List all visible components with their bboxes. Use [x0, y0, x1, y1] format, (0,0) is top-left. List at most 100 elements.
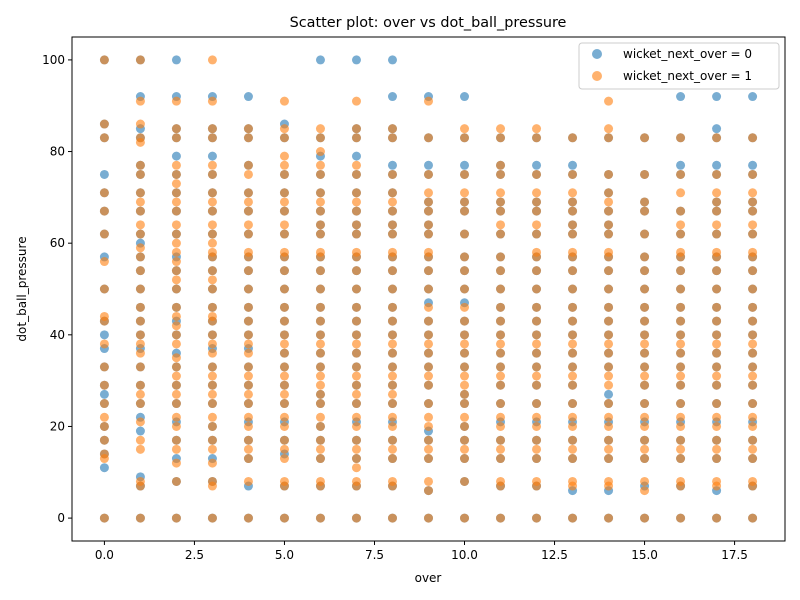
y-tick-label: 0 [57, 511, 65, 525]
data-point [315, 124, 325, 134]
data-point [171, 266, 181, 276]
data-point [532, 266, 542, 276]
data-point [171, 151, 181, 161]
data-point [424, 399, 433, 409]
data-point [351, 197, 361, 207]
data-point [387, 188, 397, 198]
data-point [135, 119, 145, 129]
data-point [279, 339, 289, 349]
data-point [424, 229, 433, 239]
data-point [387, 124, 397, 134]
data-point [243, 380, 253, 390]
data-point [604, 197, 614, 207]
data-point [424, 339, 433, 349]
data-point [135, 513, 145, 523]
data-point [207, 238, 217, 248]
data-point [424, 266, 433, 276]
data-point [424, 362, 433, 372]
data-point [207, 247, 217, 257]
data-point [424, 444, 433, 454]
data-point [351, 160, 361, 170]
data-point [99, 421, 109, 431]
data-point [135, 252, 145, 262]
data-point [604, 371, 614, 381]
data-point [532, 362, 542, 372]
data-point [315, 147, 325, 157]
legend-box [578, 42, 780, 90]
data-point [171, 55, 181, 65]
data-point [279, 197, 289, 207]
data-point [315, 229, 325, 239]
data-point [712, 444, 722, 454]
data-point [532, 316, 542, 326]
data-point [604, 513, 614, 523]
data-point [351, 220, 361, 230]
data-point [243, 476, 253, 486]
data-point [171, 330, 181, 340]
data-point [99, 412, 109, 422]
data-point [279, 330, 289, 340]
data-point [568, 316, 578, 326]
data-point [207, 169, 217, 179]
data-point [99, 284, 109, 294]
data-point [171, 399, 181, 409]
data-point [135, 476, 145, 486]
data-point [640, 133, 650, 143]
data-point [460, 169, 470, 179]
data-point [135, 302, 145, 312]
data-point [460, 380, 470, 390]
data-point [351, 302, 361, 312]
data-point [135, 96, 145, 106]
data-point [243, 362, 253, 372]
data-point [604, 247, 614, 257]
data-point [712, 348, 722, 358]
data-point [532, 399, 542, 409]
data-point [712, 220, 722, 230]
data-point [99, 463, 109, 473]
data-point [207, 330, 217, 340]
data-point [748, 169, 758, 179]
data-point [712, 169, 722, 179]
data-point [171, 188, 181, 198]
data-point [207, 275, 217, 285]
data-point [676, 188, 686, 198]
data-point [640, 421, 650, 431]
y-axis-label: dot_ball_pressure [15, 236, 29, 341]
data-point [351, 421, 361, 431]
data-point [460, 124, 470, 134]
data-point [279, 476, 289, 486]
data-point [568, 330, 578, 340]
data-point [207, 513, 217, 523]
data-point [640, 316, 650, 326]
data-point [243, 389, 253, 399]
data-point [640, 399, 650, 409]
data-point [243, 124, 253, 134]
data-point [460, 252, 470, 262]
data-point [676, 476, 686, 486]
data-point [351, 513, 361, 523]
data-point [424, 348, 433, 358]
data-point [424, 302, 433, 312]
data-point [604, 435, 614, 445]
data-point [207, 96, 217, 106]
data-point [315, 362, 325, 372]
data-point [207, 151, 217, 161]
data-point [171, 302, 181, 312]
data-point [207, 389, 217, 399]
data-point [712, 124, 722, 134]
data-point [604, 133, 614, 143]
x-axis: 0.0 2.5 5.0 7.5 10.0 12.5 15.0 17.5 [95, 541, 748, 562]
data-point [496, 160, 506, 170]
data-point [207, 458, 217, 468]
data-point [351, 348, 361, 358]
data-point [243, 412, 253, 422]
data-point [604, 330, 614, 340]
data-point [207, 302, 217, 312]
data-point [496, 220, 506, 230]
data-point [640, 454, 650, 464]
data-point [532, 421, 542, 431]
data-point [99, 513, 109, 523]
data-point [532, 229, 542, 239]
data-point [748, 188, 758, 198]
